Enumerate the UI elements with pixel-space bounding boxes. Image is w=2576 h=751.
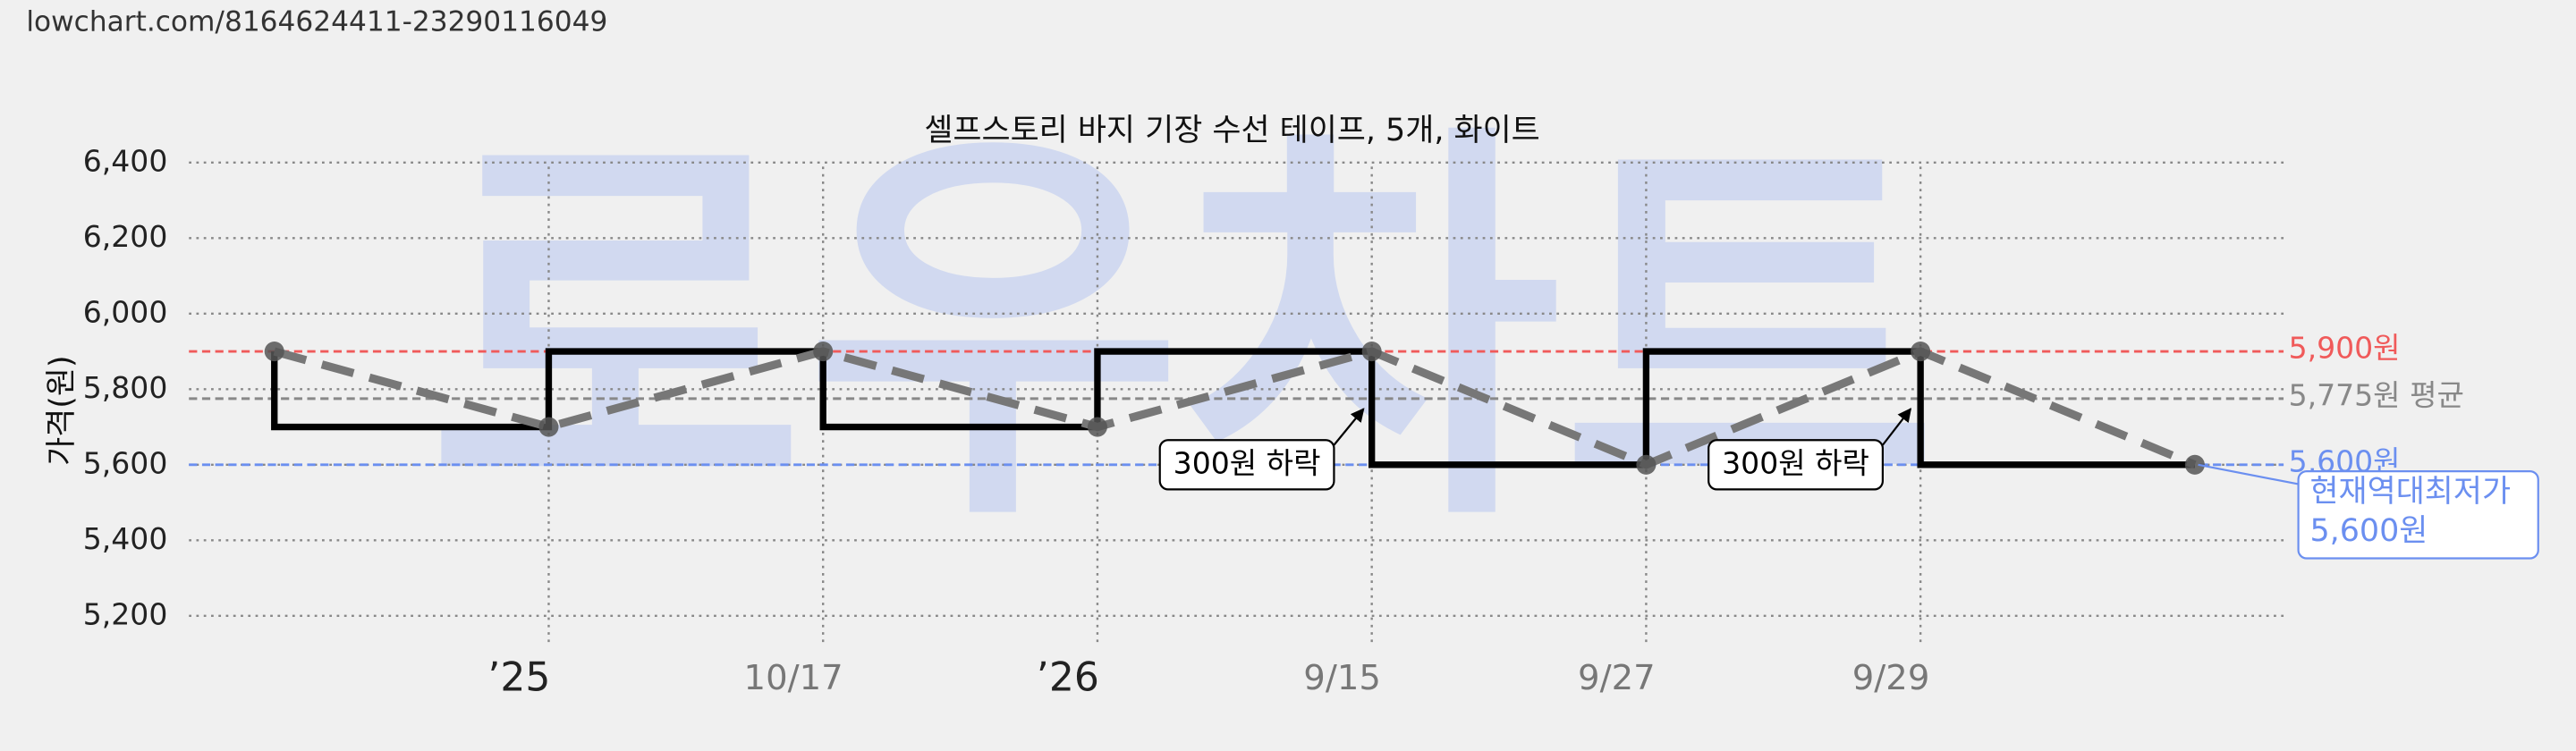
chart-title: 셀프스토리 바지 기장 수선 테이프, 5개, 화이트 xyxy=(924,113,1539,148)
reference-label: 5,900원 xyxy=(2289,331,2401,366)
point xyxy=(1911,342,1931,362)
point xyxy=(813,342,834,362)
callout-arrow xyxy=(2198,463,2301,485)
y-tick-label: 6,400 xyxy=(83,143,168,178)
y-axis-label: 가격(원) xyxy=(44,355,80,465)
annotation-arrow xyxy=(1333,408,1365,446)
y-tick-label: 5,800 xyxy=(83,370,168,405)
annotation-text: 300원 하락 xyxy=(1174,445,1321,480)
callout-box xyxy=(2297,470,2539,560)
x-tick-label: 10/17 xyxy=(744,658,843,698)
trend-line xyxy=(273,347,2197,469)
x-tick-label: ’25 xyxy=(487,654,550,700)
y-tick-label: 6,000 xyxy=(83,294,168,329)
annotation-arrow xyxy=(1882,408,1912,446)
y-tick-label: 5,400 xyxy=(83,521,168,556)
point xyxy=(538,417,559,437)
callout-text: 현재역대최저가 xyxy=(2309,474,2511,510)
url: lowchart.com/8164624411-23290116049 xyxy=(26,6,607,38)
step-line xyxy=(271,348,2195,468)
annotation-text: 300원 하락 xyxy=(1722,445,1869,480)
y-tick-label: 5,600 xyxy=(83,445,168,480)
x-tick-label: 9/15 xyxy=(1303,658,1381,698)
point xyxy=(1087,417,1107,437)
annotation-box xyxy=(1158,439,1335,491)
point xyxy=(2184,454,2205,475)
y-tick-label: 5,200 xyxy=(83,596,168,631)
watermark: 로우차트 xyxy=(428,94,1939,571)
point xyxy=(1361,342,1382,362)
x-tick-label: 9/27 xyxy=(1578,658,1656,698)
callout-text: 5,600원 xyxy=(2309,513,2428,549)
reference-label: 5,775원 평균 xyxy=(2289,378,2464,413)
point xyxy=(264,342,284,362)
y-tick-label: 6,200 xyxy=(83,219,168,254)
point xyxy=(1636,454,1657,475)
x-tick-label: 9/29 xyxy=(1852,658,1930,698)
x-tick-label: ’26 xyxy=(1037,654,1099,700)
annotation-box xyxy=(1707,439,1884,491)
